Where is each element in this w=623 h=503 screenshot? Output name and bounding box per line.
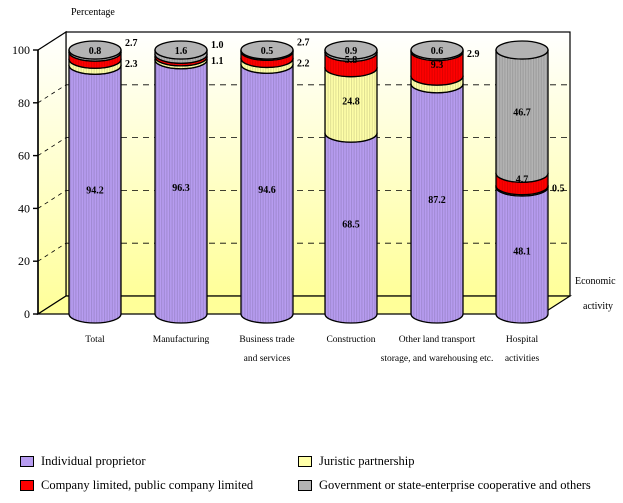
legend-swatch-individual-proprietor [20,456,34,467]
y-tick-label: 100 [12,43,30,57]
bar-top-cap [324,40,378,60]
bar-group-1 [154,40,208,324]
gridline-side [37,137,67,156]
data-label-government-or-state-enterprise-cooperative-and-others: 1.6 [175,46,188,57]
data-label-company-limited-public-company-limited: 1.0 [211,40,224,51]
bar-top-cap [154,40,208,60]
legend-item-juristic-partnership: Juristic partnership [298,454,414,469]
legend-label: Juristic partnership [319,454,415,468]
gridline-side [37,84,67,104]
data-label-individual-proprietor: 68.5 [342,220,360,231]
bar-shading [496,50,548,183]
y-tick-label: 0 [24,307,30,321]
data-label-company-limited-public-company-limited: 5.8 [345,55,358,66]
bar-shading [155,59,207,323]
data-label-government-or-state-enterprise-cooperative-and-others: 0.9 [345,46,358,57]
x-axis-title-line1: Economic [575,276,616,287]
legend-label: Company limited, public company limited [41,478,254,492]
gridline-side [37,242,67,262]
data-label-juristic-partnership: 2.9 [467,49,480,60]
chart-axes: 0 20 40 60 80 100 Percentage Economic activity [12,7,616,321]
legend-label: Government or state-enterprise cooperati… [319,478,591,492]
x-tick-label: storage, and warehousing etc. [381,354,494,364]
data-label-juristic-partnership: 1.1 [211,56,224,67]
legend-swatch-juristic-partnership [298,456,312,467]
bar-shading [69,65,121,323]
side-wall [37,30,67,316]
bar-group-2 [240,40,294,324]
data-label-individual-proprietor: 94.6 [258,185,276,196]
bar-group-3 [324,40,378,324]
bar-top-cap [410,40,464,60]
data-label-company-limited-public-company-limited: 2.7 [297,37,310,48]
data-label-individual-proprietor: 87.2 [428,195,446,206]
legend-item-government: Government or state-enterprise cooperati… [298,478,591,493]
x-tick-label: Other land transport [399,335,476,345]
x-tick-label: Manufacturing [153,334,210,345]
data-label-individual-proprietor: 96.3 [172,183,190,194]
bar-group-0 [68,40,122,324]
data-label-juristic-partnership: 2.3 [125,59,138,70]
legend-swatch-government [298,480,312,491]
chart-labels: 94.2 0.8 2.7 2.3 Total 96.3 1.6 1.0 1.1 Manufactu… [85,37,564,364]
data-label-individual-proprietor: 94.2 [86,186,104,197]
bar-shading [325,133,377,323]
bar-shading [411,83,463,324]
y-tick-label: 20 [18,254,30,268]
bar-top-cap [240,40,294,60]
data-label-company-limited-public-company-limited: 2.7 [125,38,138,49]
bar-top-cap [68,40,122,60]
x-tick-label: Business trade [239,335,294,345]
legend-item-company-limited: Company limited, public company limited [20,478,253,493]
y-tick-label: 60 [18,149,30,163]
data-label-individual-proprietor: 48.1 [513,247,531,258]
legend-label: Individual proprietor [41,454,146,468]
y-tick-label: 80 [18,96,30,110]
x-tick-label: Construction [326,335,375,345]
data-label-government-or-state-enterprise-cooperative-and-others: 0.8 [89,46,102,57]
legend: Individual proprietor Juristic partnersh… [20,450,620,496]
x-axis-title-line2: activity [583,301,613,312]
data-label-juristic-partnership: 0.5 [552,184,565,195]
legend-item-individual-proprietor: Individual proprietor [20,454,146,469]
bar-top-cap [495,40,549,60]
data-label-juristic-partnership: 2.2 [297,58,310,69]
gridline-side [37,190,67,209]
bar-group-5 [495,40,549,324]
data-label-government-or-state-enterprise-cooperative-and-others: 0.6 [431,46,444,57]
x-tick-label: Hospital [506,335,539,345]
data-label-government-or-state-enterprise-cooperative-and-others: 46.7 [513,108,531,119]
chart-bars [68,40,549,324]
bar-shading [241,64,293,324]
bar-shading [496,187,548,323]
x-tick-label: activities [505,354,540,364]
data-label-government-or-state-enterprise-cooperative-and-others: 0.5 [261,46,274,57]
y-axis-title: Percentage [71,7,115,18]
y-tick-label: 40 [18,201,30,215]
data-label-juristic-partnership: 24.8 [342,96,360,107]
data-label-company-limited-public-company-limited: 9.3 [431,60,444,71]
x-tick-label: Total [85,335,105,345]
data-label-company-limited-public-company-limited: 4.7 [516,174,529,185]
bar-group-4 [410,40,464,324]
bar-shading [325,67,377,143]
gridline-side [37,31,67,51]
legend-swatch-company-limited [20,480,34,491]
chart-walls [35,30,573,316]
back-wall [65,31,571,297]
x-tick-label: and services [244,354,291,364]
